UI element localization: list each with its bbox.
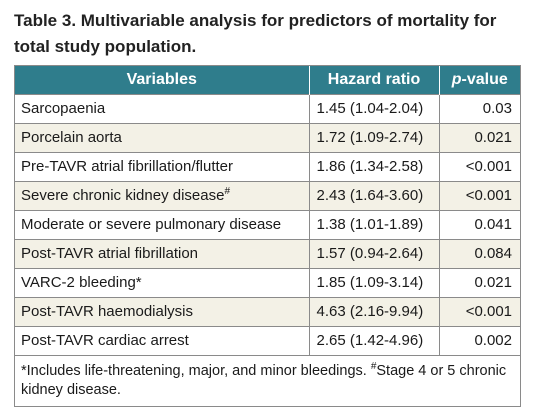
header-hazard-ratio: Hazard ratio: [309, 66, 440, 95]
header-row: Variables Hazard ratio p-value: [15, 66, 520, 95]
cell-p-value: <0.001: [439, 297, 520, 327]
table-row: Severe chronic kidney disease# 2.43 (1.64…: [15, 181, 520, 211]
table-row: Post-TAVR haemodialysis 4.63 (2.16-9.94) <…: [15, 297, 520, 327]
variable-text: Moderate or severe pulmonary disease: [21, 216, 282, 233]
table-row: Post-TAVR cardiac arrest 2.65 (1.42-4.96)…: [15, 326, 520, 355]
table-body: Sarcopaenia 1.45 (1.04-2.04) 0.03 Porcelain…: [15, 94, 520, 355]
header-p-value: p-value: [439, 66, 520, 95]
variable-text: Post-TAVR atrial fibrillation: [21, 245, 198, 262]
cell-hazard-ratio: 2.43 (1.64-3.60): [309, 181, 440, 211]
header-variables: Variables: [15, 66, 310, 95]
table-row: Moderate or severe pulmonary disease 1.38…: [15, 210, 520, 240]
cell-variable: Post-TAVR atrial fibrillation: [15, 239, 310, 269]
cell-p-value: 0.021: [439, 268, 520, 298]
table-row: VARC-2 bleeding* 1.85 (1.09-3.14) 0.021: [15, 268, 520, 298]
variable-text: VARC-2 bleeding*: [21, 274, 142, 291]
footnote-text-2: Stage 4 or 5 chronic kidney disease.: [21, 363, 507, 398]
cell-hazard-ratio: 1.57 (0.94-2.64): [309, 239, 440, 269]
footnote-superscript: #: [370, 361, 377, 373]
cell-p-value: 0.002: [439, 326, 520, 355]
cell-variable: Moderate or severe pulmonary disease: [15, 210, 310, 240]
cell-hazard-ratio: 1.72 (1.09-2.74): [309, 123, 440, 153]
results-table: Variables Hazard ratio p-value Sarcopaen…: [15, 66, 520, 355]
cell-variable: VARC-2 bleeding*: [15, 268, 310, 298]
header-p-suffix: -value: [461, 71, 508, 88]
table-row: Pre-TAVR atrial fibrillation/flutter 1.86…: [15, 152, 520, 182]
cell-p-value: 0.03: [439, 94, 520, 124]
cell-variable: Sarcopaenia: [15, 94, 310, 124]
header-p-italic: p: [451, 71, 462, 88]
table-row: Sarcopaenia 1.45 (1.04-2.04) 0.03: [15, 94, 520, 124]
cell-p-value: <0.001: [439, 181, 520, 211]
cell-hazard-ratio: 1.85 (1.09-3.14): [309, 268, 440, 298]
footnote-text-1: *Includes life-threatening, major, and m…: [21, 363, 371, 379]
cell-hazard-ratio: 1.86 (1.34-2.58): [309, 152, 440, 182]
variable-text: Post-TAVR haemodialysis: [21, 303, 194, 320]
cell-hazard-ratio: 1.38 (1.01-1.89): [309, 210, 440, 240]
cell-p-value: 0.084: [439, 239, 520, 269]
table-footnote: *Includes life-threatening, major, and m…: [15, 355, 520, 406]
table-title: Table 3. Multivariable analysis for pred…: [14, 11, 497, 56]
variable-text: Porcelain aorta: [21, 129, 122, 146]
variable-text: Severe chronic kidney disease: [21, 187, 225, 204]
cell-p-value: 0.041: [439, 210, 520, 240]
cell-p-value: 0.021: [439, 123, 520, 153]
cell-hazard-ratio: 4.63 (2.16-9.94): [309, 297, 440, 327]
variable-superscript: #: [224, 186, 231, 197]
results-table-frame: Variables Hazard ratio p-value Sarcopaen…: [14, 65, 521, 407]
cell-variable: Post-TAVR haemodialysis: [15, 297, 310, 327]
cell-variable: Severe chronic kidney disease#: [15, 181, 310, 211]
cell-variable: Pre-TAVR atrial fibrillation/flutter: [15, 152, 310, 182]
cell-hazard-ratio: 2.65 (1.42-4.96): [309, 326, 440, 355]
cell-p-value: <0.001: [439, 152, 520, 182]
cell-variable: Porcelain aorta: [15, 123, 310, 153]
cell-variable: Post-TAVR cardiac arrest: [15, 326, 310, 355]
variable-text: Sarcopaenia: [21, 100, 106, 117]
variable-text: Post-TAVR cardiac arrest: [21, 332, 189, 349]
table-row: Post-TAVR atrial fibrillation 1.57 (0.94-…: [15, 239, 520, 269]
cell-hazard-ratio: 1.45 (1.04-2.04): [309, 94, 440, 124]
variable-text: Pre-TAVR atrial fibrillation/flutter: [21, 158, 234, 175]
table-row: Porcelain aorta 1.72 (1.09-2.74) 0.021: [15, 123, 520, 153]
